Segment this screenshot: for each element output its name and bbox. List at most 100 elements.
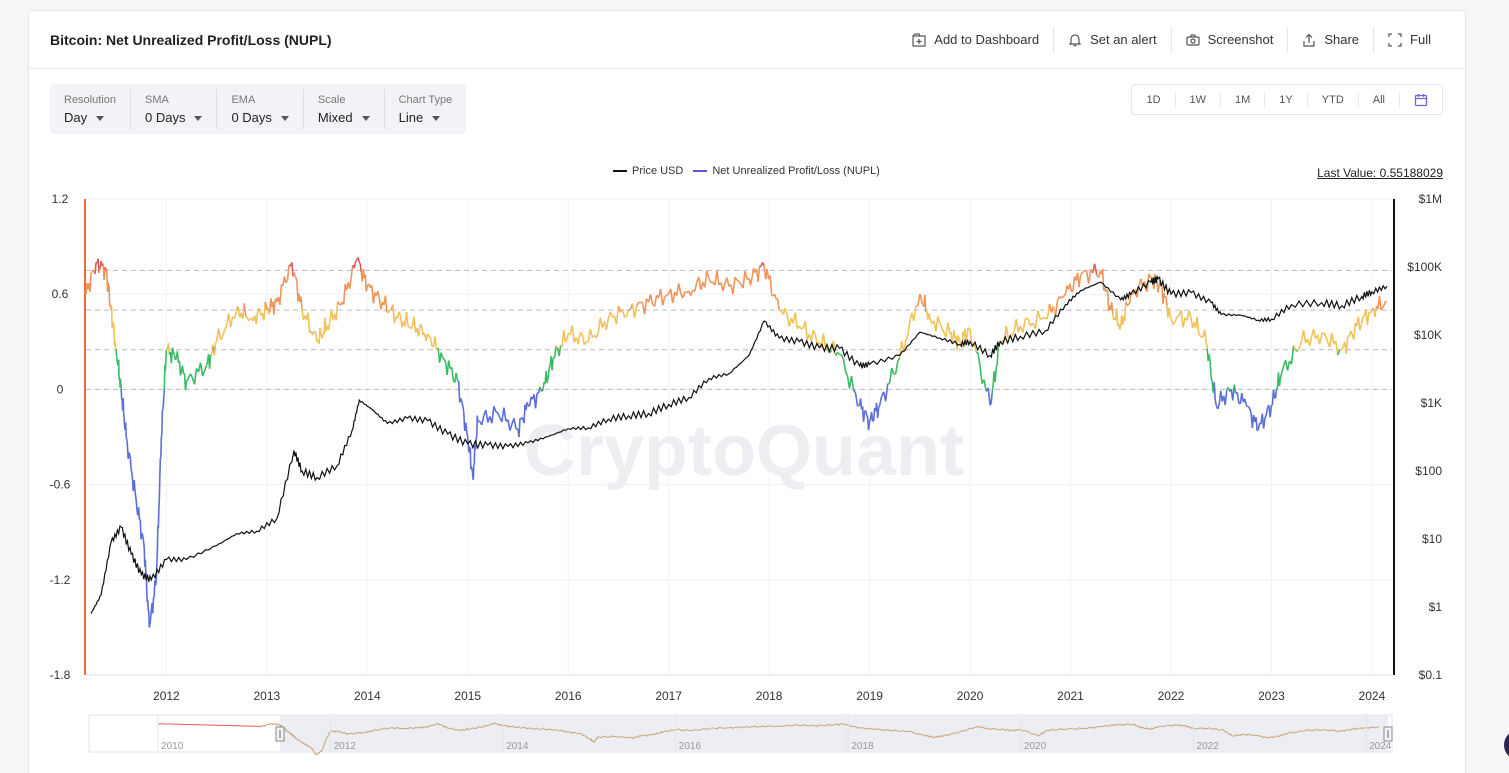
nupl-segment — [319, 327, 322, 335]
chart-type-select[interactable]: Chart Type Line — [383, 89, 467, 129]
nupl-segment — [115, 349, 118, 357]
nupl-segment — [464, 422, 468, 433]
nupl-segment — [1070, 289, 1074, 293]
nupl-segment — [1079, 271, 1084, 276]
range-1w[interactable]: 1W — [1174, 91, 1221, 108]
range-1d[interactable]: 1D — [1146, 93, 1161, 106]
nupl-segment — [555, 345, 559, 349]
nupl-segment — [784, 307, 788, 316]
nupl-segment — [219, 335, 224, 341]
range-1m[interactable]: 1M — [1220, 91, 1264, 108]
nupl-segment — [979, 366, 983, 384]
nupl-segment — [595, 331, 600, 338]
nupl-segment — [661, 296, 666, 306]
nupl-segment — [1337, 349, 1341, 356]
nupl-segment — [828, 350, 833, 354]
nupl-segment — [142, 540, 146, 549]
nupl-segment — [413, 316, 417, 333]
nupl-segment — [732, 276, 736, 295]
nupl-segment — [558, 345, 562, 357]
last-value: Last Value: 0.55188029 — [1317, 166, 1443, 180]
nupl-segment — [1374, 305, 1378, 317]
nupl-segment — [1280, 366, 1285, 374]
nupl-segment — [726, 277, 730, 287]
nupl-segment — [965, 335, 968, 343]
chevron-down-icon — [361, 115, 370, 121]
nupl-segment — [243, 303, 247, 317]
nupl-segment — [671, 291, 676, 304]
nupl-segment — [163, 389, 166, 397]
nupl-segment — [840, 354, 845, 360]
nupl-segment — [475, 434, 478, 440]
nupl-segment — [577, 332, 582, 345]
nupl-segment — [203, 365, 208, 372]
nupl-segment — [844, 371, 849, 377]
nupl-segment — [854, 393, 859, 407]
legend-label-price: Price USD — [632, 165, 684, 177]
range-all[interactable]: All — [1357, 91, 1399, 108]
navigator-tick-label: 2010 — [161, 741, 184, 752]
nupl-segment — [884, 383, 889, 402]
resolution-select[interactable]: Resolution Day — [50, 89, 130, 129]
nupl-segment — [384, 295, 388, 313]
nupl-segment — [1256, 428, 1260, 432]
range-1y[interactable]: 1Y — [1264, 91, 1306, 108]
nupl-segment — [599, 317, 604, 328]
nupl-segment — [878, 396, 883, 406]
nupl-segment — [1255, 417, 1258, 431]
nupl-segment — [1278, 378, 1282, 386]
screenshot-button[interactable]: Screenshot — [1170, 26, 1288, 53]
nupl-segment — [124, 422, 127, 438]
nupl-segment — [1248, 406, 1251, 410]
ema-select[interactable]: EMA 0 Days — [216, 89, 302, 129]
nupl-segment — [917, 294, 921, 306]
nupl-segment — [546, 377, 549, 384]
nupl-segment — [217, 328, 222, 340]
nupl-segment — [749, 277, 753, 286]
nupl-segment — [1208, 354, 1211, 363]
legend-item-nupl[interactable]: Net Unrealized Profit/Loss (NUPL) — [693, 165, 880, 177]
nupl-segment — [659, 288, 664, 306]
nupl-segment — [526, 402, 529, 406]
navigator-tick-label: 2022 — [1197, 741, 1220, 752]
nupl-segment — [205, 361, 209, 366]
nupl-segment — [355, 258, 358, 262]
camera-icon — [1185, 33, 1200, 46]
nupl-segment — [1330, 332, 1335, 344]
nupl-segment — [465, 431, 469, 438]
x-tick-label: 2021 — [1057, 689, 1084, 703]
nupl-segment — [144, 559, 147, 572]
fullscreen-button[interactable]: Full — [1373, 26, 1445, 53]
nupl-segment — [357, 257, 361, 263]
navigator-tick-label: 2018 — [851, 741, 874, 752]
nupl-segment — [1383, 301, 1387, 306]
nupl-segment — [193, 368, 198, 385]
nupl-segment — [1188, 310, 1192, 319]
ema-value: 0 Days — [231, 109, 272, 125]
nupl-segment — [1115, 308, 1119, 327]
nupl-segment — [804, 321, 809, 340]
y-right-tick-label: $10 — [1422, 532, 1442, 546]
card-header: Bitcoin: Net Unrealized Profit/Loss (NUP… — [29, 11, 1465, 69]
nupl-segment — [210, 354, 212, 357]
nupl-segment — [117, 359, 120, 380]
nupl-segment — [283, 276, 287, 284]
legend-item-price[interactable]: Price USD — [613, 165, 683, 177]
set-alert-button[interactable]: Set an alert — [1053, 26, 1171, 53]
add-to-dashboard-button[interactable]: Add to Dashboard — [898, 27, 1053, 53]
calendar-button[interactable] — [1399, 91, 1442, 108]
share-button[interactable]: Share — [1287, 26, 1373, 53]
nupl-segment — [108, 285, 111, 305]
nupl-segment — [114, 348, 117, 351]
nupl-segment — [1129, 294, 1132, 303]
range-ytd[interactable]: YTD — [1306, 91, 1358, 108]
sma-select[interactable]: SMA 0 Days — [129, 89, 216, 129]
nupl-segment — [778, 309, 782, 312]
nupl-segment — [794, 312, 799, 329]
nupl-segment — [605, 317, 610, 330]
nupl-segment — [1357, 316, 1361, 331]
nupl-segment — [293, 272, 296, 276]
scale-select[interactable]: Scale Mixed — [302, 89, 384, 129]
nupl-segment — [223, 324, 228, 331]
chat-widget-button[interactable] — [1504, 730, 1509, 760]
